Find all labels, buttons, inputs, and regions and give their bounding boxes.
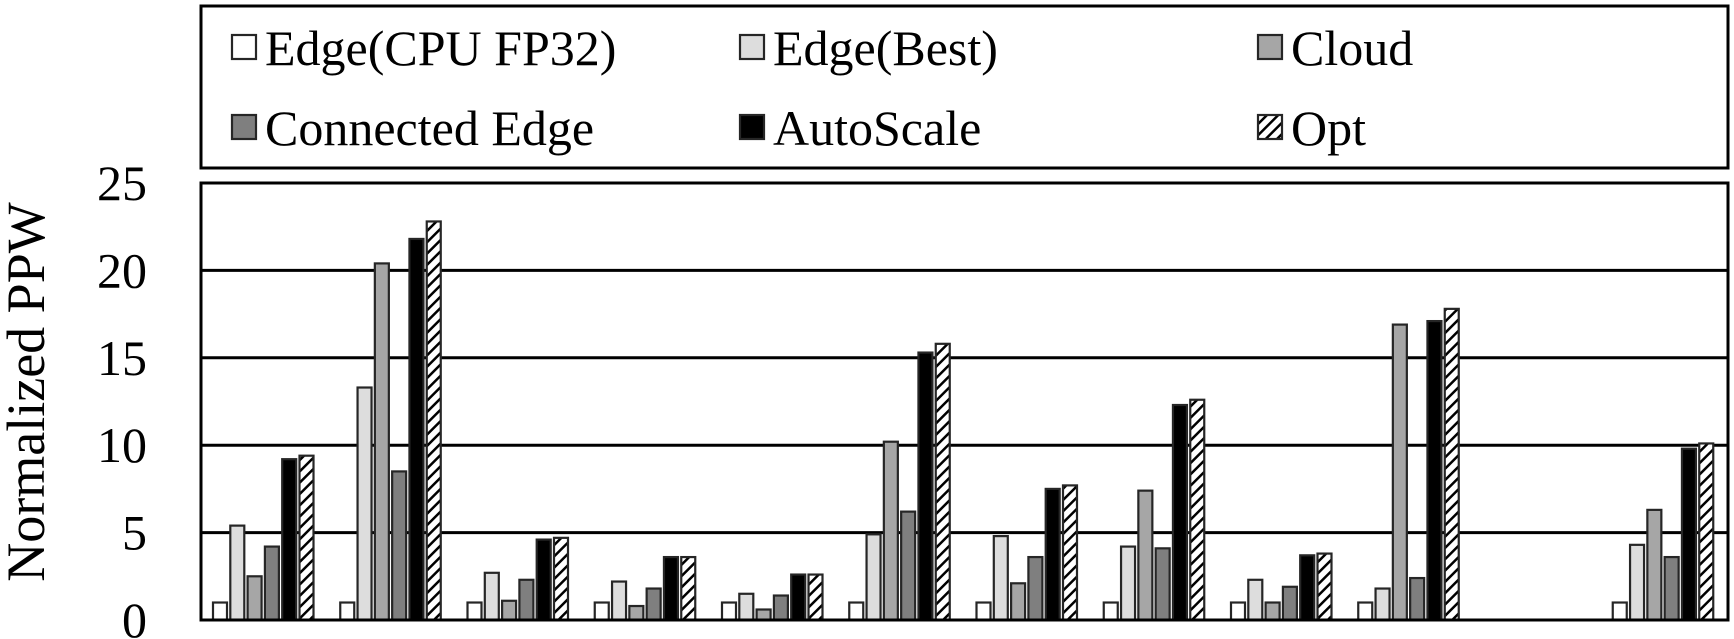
legend-box xyxy=(199,4,1730,170)
bar xyxy=(298,454,315,622)
bar xyxy=(1698,442,1715,622)
bar xyxy=(934,342,951,622)
bar xyxy=(848,601,865,622)
bar xyxy=(882,440,899,622)
bar xyxy=(1316,552,1333,622)
bar xyxy=(865,533,882,622)
bar xyxy=(628,604,645,622)
bar xyxy=(229,524,246,622)
bar xyxy=(1171,403,1189,622)
bar xyxy=(391,470,408,622)
bar xyxy=(535,538,552,622)
bar xyxy=(645,587,662,622)
bar xyxy=(720,601,738,622)
bar xyxy=(501,599,518,622)
bar xyxy=(610,580,628,622)
bar xyxy=(593,601,610,622)
plot-frame xyxy=(199,181,1730,622)
bar xyxy=(1426,319,1443,622)
bar xyxy=(1009,582,1027,622)
legend-swatch xyxy=(1256,113,1284,141)
bar xyxy=(1299,554,1316,622)
legend-label: Opt xyxy=(1291,100,1366,156)
bar xyxy=(1357,601,1374,622)
bar xyxy=(281,458,298,622)
y-tick-label: 20 xyxy=(97,242,147,298)
bar xyxy=(772,594,790,622)
bar xyxy=(680,555,697,622)
y-tick-label: 10 xyxy=(97,417,147,473)
bar xyxy=(1027,555,1044,622)
y-tick-label: 5 xyxy=(122,505,147,561)
y-axis-label: Normalized PPW xyxy=(0,202,56,581)
bar xyxy=(1391,323,1408,622)
gridlines xyxy=(201,268,1728,535)
legend-label: Edge(Best) xyxy=(773,20,998,76)
bar xyxy=(1229,601,1247,622)
bar xyxy=(807,573,824,622)
bar xyxy=(662,555,680,622)
legend-label: Connected Edge xyxy=(265,100,594,156)
legend-swatch xyxy=(230,113,258,141)
bar xyxy=(790,573,807,622)
bar xyxy=(483,571,500,622)
bar xyxy=(263,545,280,622)
y-tick-labels: 0 5 10 15 20 25 xyxy=(97,155,147,639)
bar xyxy=(1247,578,1264,622)
legend-label: AutoScale xyxy=(773,100,981,156)
bar xyxy=(1680,447,1698,622)
bar xyxy=(738,592,755,622)
bar xyxy=(356,386,373,622)
bar xyxy=(1628,543,1646,622)
bar xyxy=(1264,601,1281,622)
legend-swatch xyxy=(1256,33,1284,61)
bar xyxy=(1154,547,1171,622)
bar xyxy=(1044,487,1061,622)
bar xyxy=(552,536,570,622)
legend: Edge(CPU FP32) Edge(Best) Cloud Connected E… xyxy=(230,20,1413,156)
legend-swatch xyxy=(738,113,766,141)
bar xyxy=(518,578,535,622)
legend-swatch xyxy=(230,33,258,61)
bar xyxy=(1137,489,1154,622)
bar xyxy=(900,510,917,622)
legend-swatch xyxy=(738,33,766,61)
bar xyxy=(373,262,390,622)
bar xyxy=(246,575,263,622)
y-tick-label: 0 xyxy=(122,592,147,639)
bar xyxy=(1189,398,1206,622)
bar xyxy=(211,601,229,622)
bar xyxy=(408,237,425,622)
bar xyxy=(992,534,1009,622)
legend-label: Cloud xyxy=(1291,20,1413,76)
bar xyxy=(466,601,483,622)
legend-label: Edge(CPU FP32) xyxy=(265,20,616,76)
bars xyxy=(211,220,1715,622)
bar xyxy=(1409,576,1426,622)
y-tick-label: 15 xyxy=(97,330,147,386)
bar xyxy=(1374,587,1391,622)
bar xyxy=(339,601,356,622)
bar xyxy=(1102,601,1119,622)
bar xyxy=(1119,545,1137,622)
bar xyxy=(1443,307,1460,622)
bar xyxy=(1663,555,1680,622)
y-tick-label: 25 xyxy=(97,155,147,211)
bar xyxy=(755,608,772,622)
bar xyxy=(1061,484,1079,622)
bar xyxy=(917,351,934,622)
bar xyxy=(1646,508,1663,622)
bar xyxy=(1281,585,1299,622)
bar xyxy=(1611,601,1628,622)
bar xyxy=(975,601,992,622)
bar xyxy=(425,220,442,622)
